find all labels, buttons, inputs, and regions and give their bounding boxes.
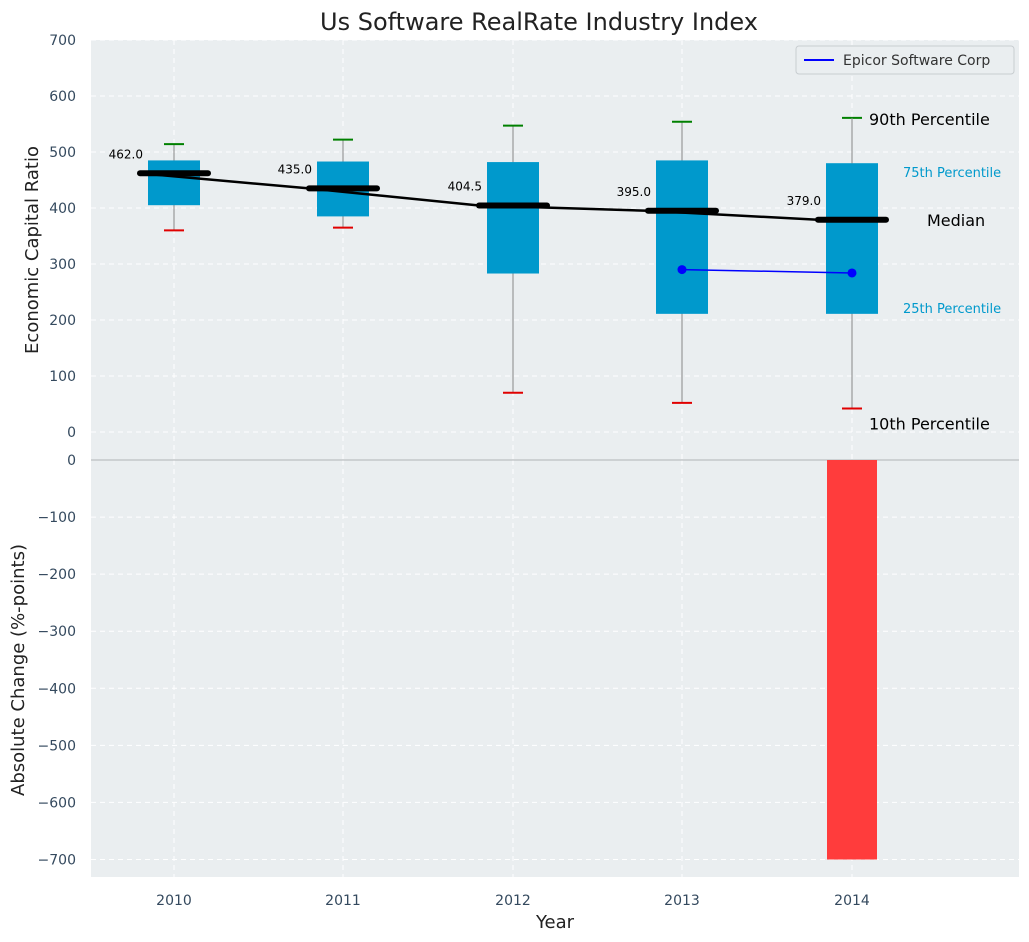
chart-title: Us Software RealRate Industry Index: [320, 8, 758, 36]
x-tick-label: 2012: [495, 893, 531, 909]
iqr-box: [487, 162, 539, 274]
bottom-y-tick-label: −100: [38, 510, 76, 526]
bottom-y-tick-label: −500: [38, 738, 76, 754]
legend: Epicor Software Corp: [795, 45, 1015, 75]
median-value-label: 395.0: [617, 185, 651, 199]
top-panel: 0 100 200 300 400 500 600 700 462.0 435.0 404.5 395…: [49, 33, 1019, 460]
bottom-y-tick-label: −600: [38, 795, 76, 811]
annotation-25th: 25th Percentile: [903, 302, 1001, 317]
top-y-tick-label: 0: [67, 425, 76, 441]
x-tick-label: 2013: [664, 893, 700, 909]
bottom-y-tick-label: −400: [38, 681, 76, 697]
x-axis-label: Year: [535, 912, 575, 933]
iqr-box: [826, 163, 878, 314]
median-value-label: 462.0: [109, 147, 143, 161]
legend-box: [795, 45, 1015, 75]
x-tick-label: 2011: [325, 893, 361, 909]
annotation-90th: 90th Percentile: [869, 110, 990, 129]
bottom-y-tick-label: −700: [38, 853, 76, 869]
bottom-y-tick-label: −200: [38, 567, 76, 583]
bottom-y-tick-label: 0: [67, 453, 76, 469]
bottom-y-tick-label: −300: [38, 624, 76, 640]
change-bar: [827, 460, 877, 860]
median-value-label: 404.5: [448, 179, 482, 193]
x-tick-label: 2014: [834, 893, 870, 909]
bottom-plot-background: [91, 460, 1019, 877]
top-plot-background: [91, 40, 1019, 460]
top-y-tick-label: 300: [49, 257, 76, 273]
iqr-box: [148, 160, 200, 206]
median-value-label: 435.0: [278, 162, 312, 176]
x-tick-label: 2010: [156, 893, 192, 909]
annotation-75th: 75th Percentile: [903, 166, 1001, 181]
y-axis-label-top: Economic Capital Ratio: [22, 146, 43, 354]
epicor-point: [847, 268, 857, 278]
top-y-tick-label: 100: [49, 369, 76, 385]
top-y-tick-label: 700: [49, 33, 76, 49]
epicor-line: [681, 268, 853, 274]
top-y-tick-label: 500: [49, 145, 76, 161]
top-y-tick-label: 200: [49, 313, 76, 329]
y-axis-label-bottom: Absolute Change (%-points): [8, 544, 29, 796]
annotation-median: Median: [927, 211, 985, 230]
top-y-tick-label: 600: [49, 89, 76, 105]
epicor-point: [677, 265, 687, 275]
top-y-tick-label: 400: [49, 201, 76, 217]
annotation-10th: 10th Percentile: [869, 414, 990, 433]
legend-label-epicor: Epicor Software Corp: [843, 53, 990, 69]
bottom-panel: 0 −100 −200 −300 −400 −500 −600 −700 2010 2011 201…: [38, 453, 1019, 909]
iqr-box: [656, 160, 708, 314]
median-value-label: 379.0: [787, 194, 821, 208]
median-trend-line: [139, 172, 886, 222]
